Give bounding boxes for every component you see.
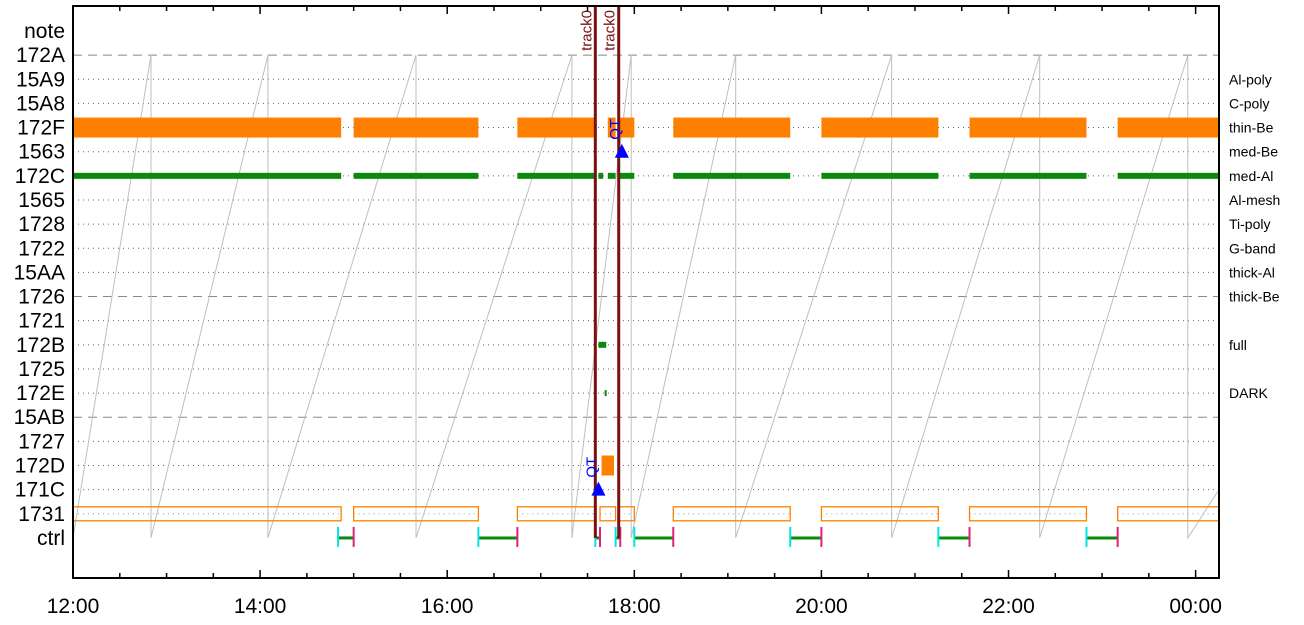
- bar-172F-6: [821, 117, 939, 138]
- bar-172F-8: [1117, 117, 1219, 138]
- row-label-1731: 1731: [18, 503, 65, 526]
- right-label-172E: DARK: [1229, 385, 1269, 401]
- right-label-1565: Al-mesh: [1229, 192, 1280, 208]
- row-label-1563: 1563: [18, 141, 65, 164]
- block-172D: [601, 455, 615, 476]
- right-label-1722: G-band: [1229, 240, 1276, 256]
- plot-frame: [72, 5, 1220, 579]
- qt-label-1: QT: [583, 457, 600, 478]
- row-label-172B: 172B: [16, 334, 65, 357]
- row-label-1722: 1722: [18, 237, 65, 260]
- row-label-15AA: 15AA: [14, 261, 65, 284]
- right-label-15AA: thick-Al: [1229, 264, 1275, 280]
- x-tick-label-2: 16:00: [421, 595, 474, 618]
- bar-172F-7: [969, 117, 1087, 138]
- x-tick-label-1: 14:00: [234, 595, 287, 618]
- row-label-172D: 172D: [15, 455, 65, 478]
- right-label-172C: med-Al: [1229, 168, 1273, 184]
- right-label-1563: med-Be: [1229, 144, 1278, 160]
- row-label-171C: 171C: [15, 479, 65, 502]
- x-tick-label-0: 12:00: [47, 595, 100, 618]
- right-label-15A9: Al-poly: [1229, 71, 1272, 87]
- bar-172C-2: [517, 172, 596, 179]
- x-tick-label-4: 20:00: [795, 595, 848, 618]
- track-label-1: track0: [602, 10, 619, 51]
- bar-172F-4: [618, 117, 635, 138]
- qt-marker-1: [591, 481, 606, 496]
- bar-172C-7: [821, 172, 939, 179]
- row-label-1726: 1726: [18, 286, 65, 309]
- row-label-15AB: 15AB: [14, 406, 65, 429]
- row-label-172C: 172C: [15, 165, 65, 188]
- plot-area: [73, 6, 1219, 578]
- x-tick-label-6: 00:00: [1169, 595, 1222, 618]
- mark-172B: [598, 341, 607, 348]
- bar-172F-2: [517, 117, 596, 138]
- right-label-1728: Ti-poly: [1229, 216, 1271, 232]
- row-label-15A9: 15A9: [16, 68, 65, 91]
- bar-172C-1: [353, 172, 479, 179]
- row-label-172F: 172F: [17, 117, 65, 140]
- right-label-1726: thick-Be: [1229, 289, 1280, 305]
- row-label-15A8: 15A8: [16, 92, 65, 115]
- row-label-1721: 1721: [18, 310, 65, 333]
- bar-172C-4: [607, 172, 616, 179]
- row-label-1727: 1727: [18, 430, 65, 453]
- bar-172F-3: [607, 117, 616, 138]
- outline-1731-0: [73, 506, 342, 522]
- bar-172C-8: [969, 172, 1087, 179]
- row-label-1728: 1728: [18, 213, 65, 236]
- bar-172C-5: [618, 172, 635, 179]
- right-label-172B: full: [1229, 337, 1247, 353]
- mark-172E: [604, 390, 607, 397]
- bar-172F-5: [673, 117, 791, 138]
- bar-172F-0: [73, 117, 342, 138]
- x-tick-label-3: 18:00: [608, 595, 661, 618]
- row-label-ctrl: ctrl: [37, 527, 65, 550]
- bar-172C-3: [598, 172, 604, 179]
- row-label-172A: 172A: [16, 44, 65, 67]
- bar-172C-9: [1117, 172, 1219, 179]
- qt-marker-0: [614, 143, 629, 158]
- row-label-1725: 1725: [18, 358, 65, 381]
- row-label-1565: 1565: [18, 189, 65, 212]
- qt-label-0: QT: [607, 119, 624, 140]
- row-label-172E: 172E: [16, 382, 65, 405]
- track-label-0: track0: [578, 10, 595, 51]
- bar-172C-0: [73, 172, 342, 179]
- right-label-172F: thin-Be: [1229, 120, 1274, 136]
- bar-172F-1: [353, 117, 479, 138]
- right-label-15A8: C-poly: [1229, 95, 1269, 111]
- bar-172C-6: [673, 172, 791, 179]
- x-tick-label-5: 22:00: [982, 595, 1035, 618]
- row-label-note: note: [24, 20, 65, 43]
- marks-group: [73, 54, 1219, 547]
